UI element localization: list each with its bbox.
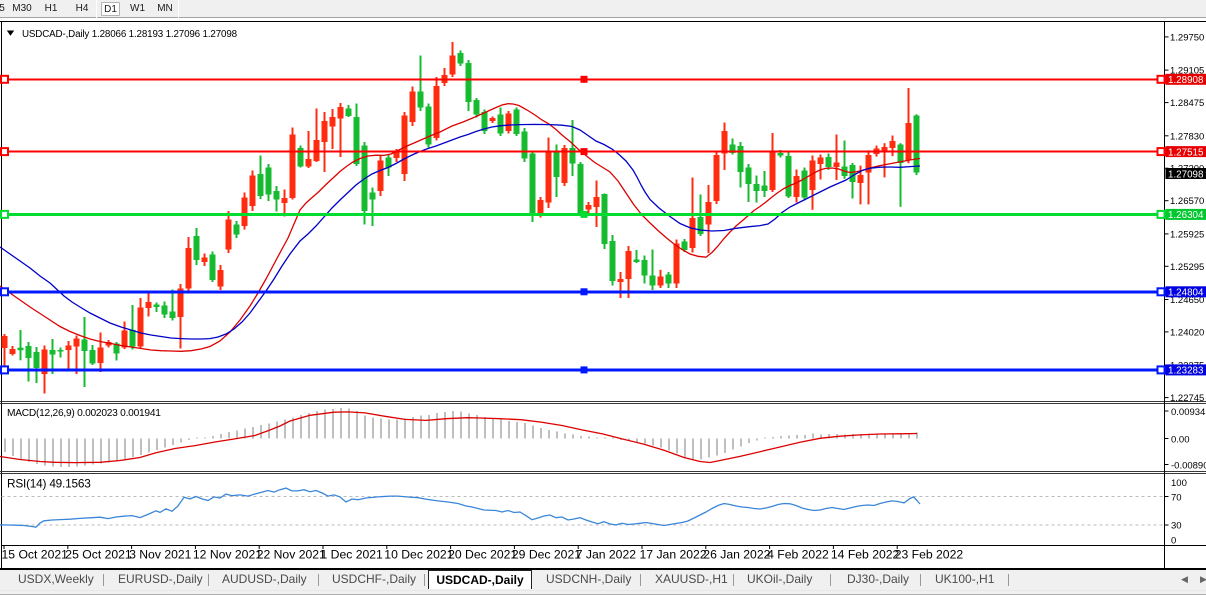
svg-text:1.24650: 1.24650 xyxy=(1170,295,1204,306)
svg-text:23 Feb 2022: 23 Feb 2022 xyxy=(895,548,964,562)
svg-text:17 Jan 2022: 17 Jan 2022 xyxy=(640,548,707,562)
svg-text:-0.00890: -0.00890 xyxy=(1171,461,1206,472)
svg-text:1.22745: 1.22745 xyxy=(1170,393,1204,404)
svg-text:0: 0 xyxy=(1171,536,1176,547)
svg-text:30: 30 xyxy=(1171,521,1182,532)
svg-text:1.25295: 1.25295 xyxy=(1170,262,1204,273)
svg-text:4 Feb 2022: 4 Feb 2022 xyxy=(767,548,829,562)
svg-text:1.25925: 1.25925 xyxy=(1170,229,1204,240)
svg-text:USDCAD-,Daily 1.28066 1.28193: USDCAD-,Daily 1.28066 1.28193 1.27096 1.… xyxy=(22,29,238,40)
svg-text:26 Jan 2022: 26 Jan 2022 xyxy=(703,548,770,562)
svg-text:10 Dec 2021: 10 Dec 2021 xyxy=(384,548,453,562)
svg-text:MACD(12,26,9) 0.002023 0.00194: MACD(12,26,9) 0.002023 0.001941 xyxy=(7,408,161,419)
svg-text:7 Jan 2022: 7 Jan 2022 xyxy=(576,548,637,562)
svg-text:25 Oct 2021: 25 Oct 2021 xyxy=(65,548,132,562)
svg-text:1.27098: 1.27098 xyxy=(1168,169,1204,180)
svg-text:1.28908: 1.28908 xyxy=(1168,75,1204,86)
svg-text:14 Feb 2022: 14 Feb 2022 xyxy=(831,548,900,562)
svg-text:29 Dec 2021: 29 Dec 2021 xyxy=(512,548,581,562)
svg-text:15 Oct 2021: 15 Oct 2021 xyxy=(2,548,69,562)
svg-text:1 Dec 2021: 1 Dec 2021 xyxy=(321,548,384,562)
svg-text:3 Nov 2021: 3 Nov 2021 xyxy=(129,548,192,562)
svg-text:1.29750: 1.29750 xyxy=(1170,32,1204,43)
svg-text:1.23283: 1.23283 xyxy=(1168,366,1204,377)
svg-text:100: 100 xyxy=(1171,478,1187,489)
svg-text:RSI(14) 49.1563: RSI(14) 49.1563 xyxy=(7,477,91,491)
svg-text:20 Dec 2021: 20 Dec 2021 xyxy=(448,548,517,562)
svg-text:12 Nov 2021: 12 Nov 2021 xyxy=(193,548,262,562)
svg-text:1.27830: 1.27830 xyxy=(1170,131,1204,142)
svg-text:0.009345: 0.009345 xyxy=(1171,407,1206,418)
svg-text:1.24020: 1.24020 xyxy=(1170,327,1204,338)
svg-text:0.00: 0.00 xyxy=(1171,435,1190,446)
svg-text:1.27515: 1.27515 xyxy=(1168,147,1204,158)
svg-text:1.24804: 1.24804 xyxy=(1168,288,1204,299)
svg-text:70: 70 xyxy=(1171,493,1182,504)
svg-text:1.26570: 1.26570 xyxy=(1170,196,1204,207)
svg-text:22 Nov 2021: 22 Nov 2021 xyxy=(257,548,326,562)
svg-text:1.29105: 1.29105 xyxy=(1170,66,1204,77)
svg-text:1.26304: 1.26304 xyxy=(1168,210,1204,221)
svg-text:1.28475: 1.28475 xyxy=(1170,98,1204,109)
